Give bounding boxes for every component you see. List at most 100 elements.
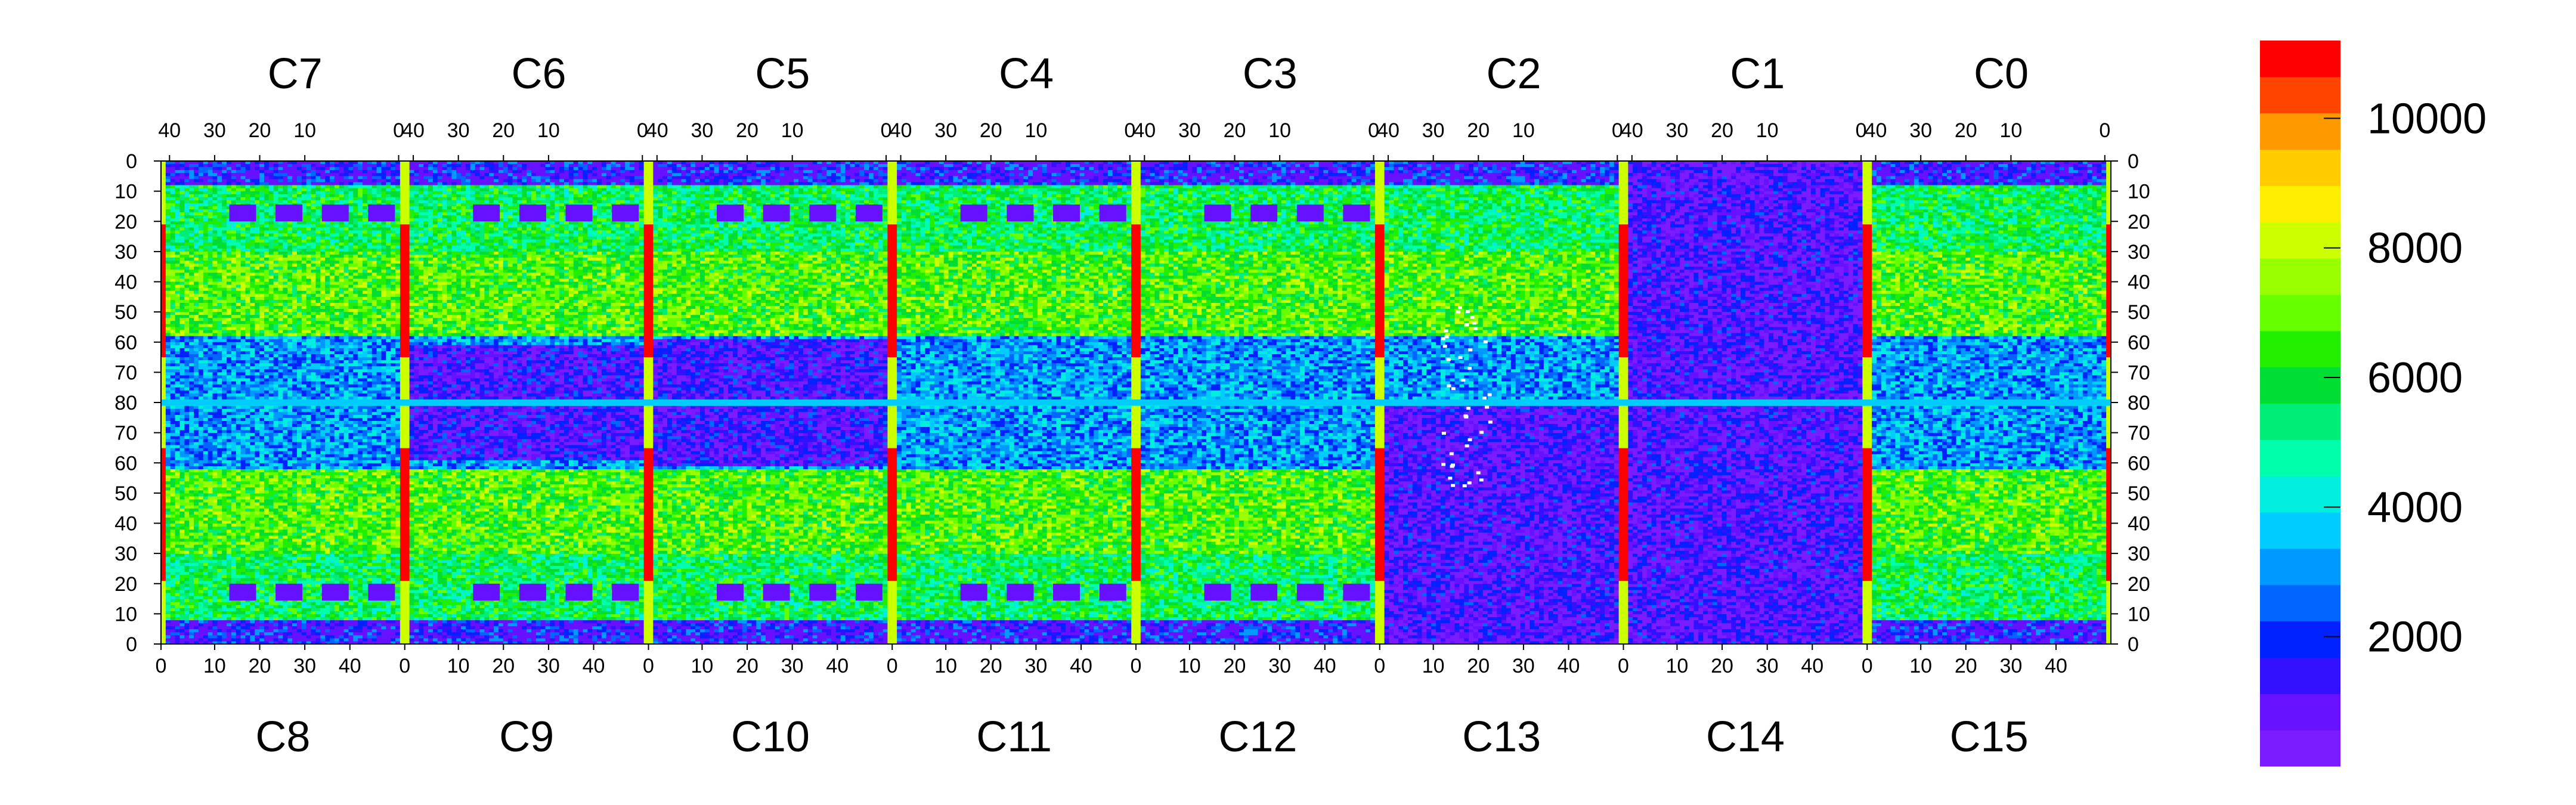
heat-cell (522, 224, 527, 228)
heat-cell (620, 243, 625, 246)
heat-cell (620, 167, 625, 171)
heat-cell (278, 273, 283, 276)
heat-cell (620, 173, 644, 177)
heat-cell (306, 246, 311, 249)
heat-cell (269, 342, 274, 346)
heat-cell (433, 252, 438, 255)
heat-cell (456, 249, 461, 252)
heat-cell (311, 363, 321, 367)
heat-cell (358, 191, 363, 195)
heat-cell (569, 237, 574, 240)
heat-cell (311, 397, 316, 400)
heat-cell (386, 285, 391, 289)
heat-cell (335, 324, 354, 327)
heat-cell (217, 167, 222, 171)
heat-cell (348, 354, 353, 358)
heat-cell (302, 182, 306, 185)
heat-cell (372, 321, 396, 324)
heat-cell (391, 336, 400, 340)
heat-cell (503, 230, 508, 234)
heat-cell (625, 273, 630, 276)
heat-cell (161, 363, 166, 367)
heat-cell (166, 246, 175, 249)
heat-cell (287, 230, 292, 234)
heat-cell (287, 275, 292, 279)
heat-cell (391, 234, 395, 237)
heat-cell (466, 218, 470, 222)
heat-cell (287, 264, 292, 267)
heat-cell (222, 170, 227, 174)
heat-cell (166, 327, 171, 330)
heat-cell (199, 224, 203, 228)
heat-cell (531, 264, 536, 267)
heat-cell (241, 351, 246, 355)
heat-cell (381, 182, 386, 185)
heat-cell (639, 273, 644, 276)
heat-cell (231, 185, 236, 189)
heat-cell (166, 318, 175, 321)
heat-cell (297, 185, 302, 189)
heat-cell (522, 243, 527, 246)
heat-cell (639, 185, 644, 189)
heat-cell (438, 264, 442, 267)
heat-cell (372, 252, 377, 255)
heat-cell (344, 360, 349, 364)
heat-cell (278, 385, 288, 388)
heat-cell (194, 342, 199, 346)
heat-cell (363, 300, 367, 304)
heat-cell (245, 188, 250, 192)
heat-cell (644, 249, 649, 252)
heat-cell (367, 339, 377, 343)
heat-cell (264, 191, 269, 195)
heat-cell (451, 191, 456, 195)
heat-cell (283, 185, 287, 189)
heat-cell (241, 176, 246, 179)
heat-cell (302, 397, 306, 400)
heat-cell (283, 312, 287, 315)
heat-cell (451, 255, 456, 258)
heat-cell (179, 255, 189, 258)
heat-cell (212, 363, 217, 367)
heat-cell (302, 188, 306, 192)
heat-cell (339, 345, 349, 349)
heat-cell (578, 234, 588, 237)
heat-cell (212, 357, 222, 361)
heat-cell (208, 321, 213, 324)
heat-cell (353, 170, 363, 174)
heat-cell (405, 212, 410, 216)
heat-cell (283, 258, 302, 261)
heat-cell (419, 194, 423, 198)
heat-cell (372, 379, 377, 382)
heat-cell (250, 221, 255, 225)
heat-cell (348, 285, 353, 289)
heat-cell (550, 188, 555, 192)
heat-cell (255, 375, 259, 379)
heat-cell (611, 164, 616, 168)
heat-cell (377, 345, 382, 349)
heat-cell (171, 297, 180, 301)
heat-cell (395, 185, 400, 189)
heat-cell (161, 397, 166, 400)
heat-cell (335, 300, 339, 304)
heat-cell (367, 375, 372, 379)
heat-cell (423, 188, 428, 192)
heat-cell (531, 227, 536, 231)
heat-cell (166, 278, 171, 282)
heat-cell (381, 379, 386, 382)
heat-cell (419, 218, 423, 222)
heat-cell (358, 360, 363, 364)
heat-cell (231, 351, 236, 355)
heat-cell (395, 249, 400, 252)
heat-cell (363, 324, 367, 327)
heat-cell (381, 345, 386, 349)
heat-cell (353, 345, 358, 349)
heat-cell (391, 230, 395, 234)
heat-cell (344, 394, 354, 397)
heat-cell (466, 249, 470, 252)
heat-cell (377, 255, 382, 258)
heat-cell (171, 354, 175, 358)
heat-cell (217, 179, 222, 182)
heat-cell (231, 182, 236, 185)
heat-cell (606, 212, 611, 216)
heat-cell (335, 243, 339, 246)
